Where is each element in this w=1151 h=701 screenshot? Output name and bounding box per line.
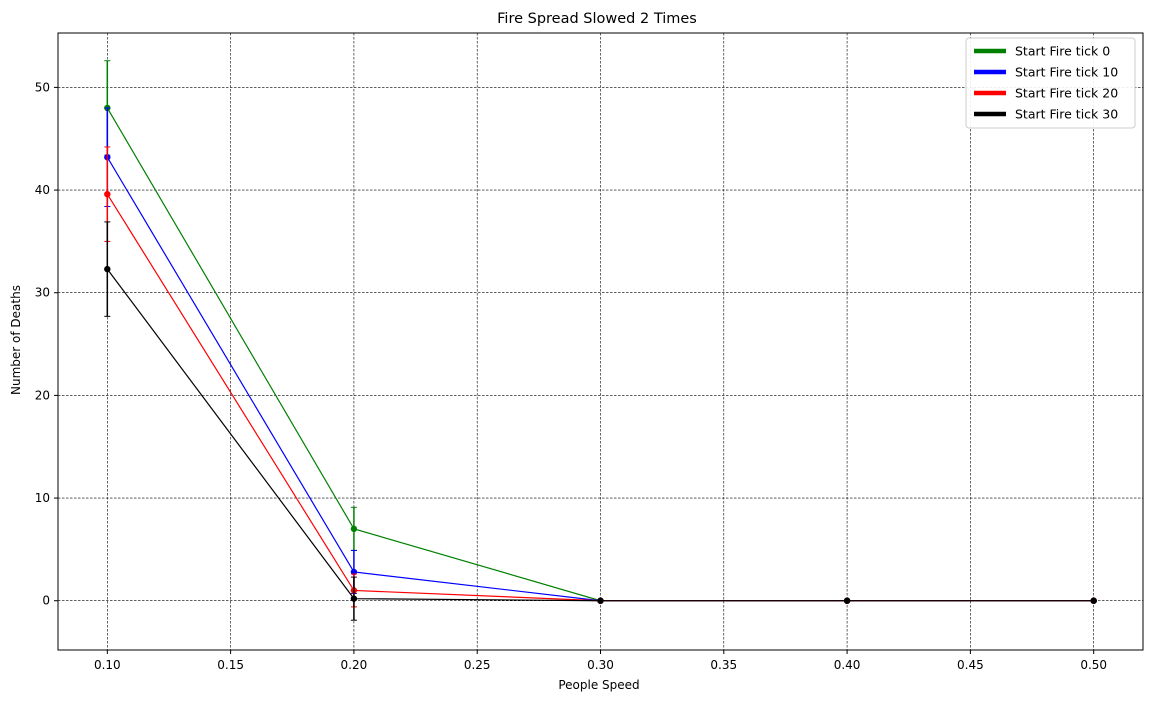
x-tick-label: 0.20 (341, 658, 368, 672)
legend-label: Start Fire tick 20 (1015, 86, 1118, 101)
chart-title: Fire Spread Slowed 2 Times (497, 11, 697, 27)
y-tick-label: 50 (35, 80, 50, 94)
x-tick-label: 0.15 (217, 658, 244, 672)
data-point (104, 265, 111, 273)
x-tick-label: 0.25 (464, 658, 491, 672)
data-point (843, 597, 851, 604)
x-axis-label: People Speed (558, 678, 639, 692)
legend-label: Start Fire tick 30 (1015, 107, 1118, 122)
legend: Start Fire tick 0 Start Fire tick 10 Start… (965, 37, 1136, 129)
series-layer (104, 60, 1097, 621)
series-3 (104, 221, 1097, 621)
y-tick-label: 20 (35, 388, 50, 402)
data-point (350, 595, 358, 602)
ticks: 0.10 0.15 0.20 0.25 0.30 0.35 0.40 0.45 0.50 0 10 2… (35, 80, 1107, 672)
x-tick-label: 0.10 (94, 658, 121, 672)
y-tick-label: 40 (35, 183, 50, 197)
y-tick-label: 10 (35, 491, 50, 505)
legend-label: Start Fire tick 0 (1015, 44, 1110, 59)
grid (58, 33, 1143, 650)
y-tick-label: 0 (42, 594, 50, 608)
x-tick-label: 0.50 (1080, 658, 1107, 672)
y-tick-label: 30 (35, 286, 50, 300)
data-point (1090, 597, 1097, 604)
data-point (597, 597, 604, 604)
y-axis-label: Number of Deaths (9, 285, 23, 395)
legend-box (965, 37, 1136, 129)
x-tick-label: 0.45 (957, 658, 984, 672)
legend-label: Start Fire tick 10 (1015, 65, 1118, 80)
data-point (350, 525, 358, 533)
x-tick-label: 0.40 (834, 658, 861, 672)
x-tick-label: 0.30 (587, 658, 614, 672)
data-point (104, 190, 111, 198)
x-tick-label: 0.35 (710, 658, 737, 672)
